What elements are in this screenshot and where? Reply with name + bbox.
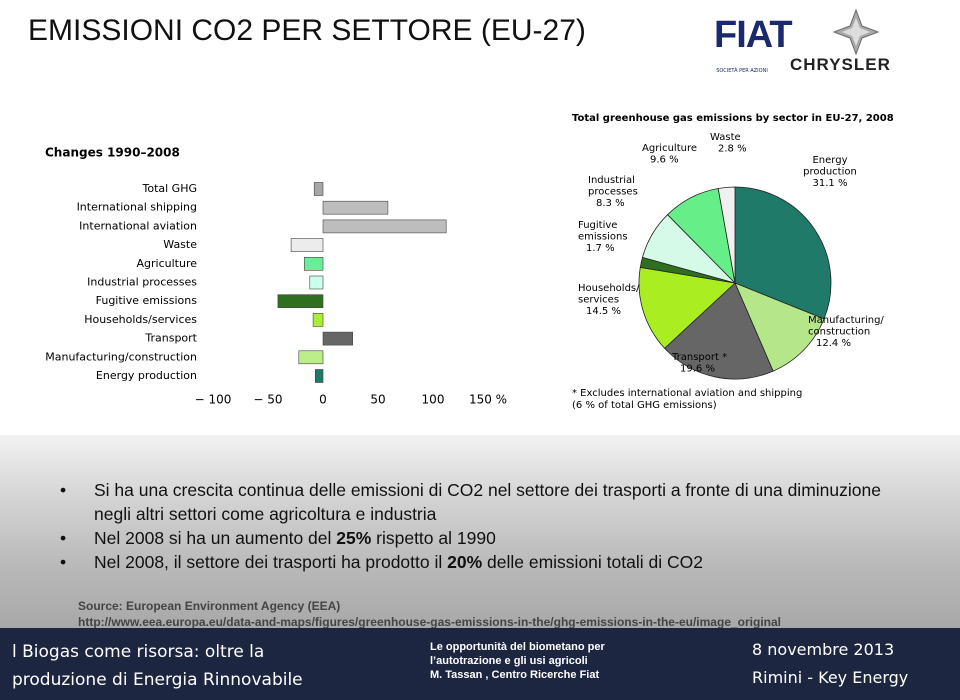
value-label: 8.3 % <box>596 198 625 209</box>
x-tick-label: − 50 <box>253 393 282 407</box>
footnote: * Excludes international aviation and sh… <box>572 388 802 399</box>
bullet-text: Nel 2008 si ha un aumento del <box>94 528 337 548</box>
bar <box>309 275 324 290</box>
y-tick-label: Manufacturing/construction <box>45 350 197 363</box>
bullet-text: Nel 2008, il settore dei trasporti ha pr… <box>94 552 448 572</box>
bullet: • Nel 2008, il settore dei trasporti ha p… <box>60 552 703 572</box>
bullet-bold: 25% <box>336 528 372 548</box>
bar <box>290 238 324 252</box>
charts: Changes 1990–2008 Total GHG International … <box>45 113 894 411</box>
fiat-logo-sub: SOCIETÀ PER AZIONI <box>716 68 768 74</box>
footnote: (6 % of total GHG emissions) <box>572 400 717 411</box>
y-tick-label: International aviation <box>79 219 197 232</box>
pie-slice <box>734 186 832 320</box>
bar <box>314 369 324 383</box>
slice-label: Energy production <box>803 155 857 178</box>
bar <box>313 182 324 196</box>
y-tick-label: Transport <box>144 332 197 345</box>
footer-line: 8 novembre 2013 <box>752 640 895 659</box>
slide-title: EMISSIONI CO2 PER SETTORE (EU-27) <box>28 14 586 47</box>
chrysler-star <box>832 8 880 56</box>
source-line: Source: European Environment Agency (EEA… <box>78 599 341 613</box>
source: Source: European Environment Agency (EEA… <box>78 598 781 630</box>
y-tick-label: Agriculture <box>137 257 198 270</box>
chart-title: Total greenhouse gas emissions by sector… <box>572 113 894 124</box>
source-url: http://www.eea.europa.eu/data-and-maps/f… <box>78 615 781 629</box>
footer: l Biogas come risorsa: oltre la produzion… <box>0 628 960 700</box>
chrysler-logo: CHRYSLER <box>790 55 891 74</box>
slice-label: Households/services <box>578 283 640 306</box>
bar <box>312 313 324 327</box>
bar <box>322 219 447 234</box>
y-tick-label: Waste <box>163 238 197 251</box>
fiat-logo: FIAT SOCIETÀ PER AZIONI <box>714 2 793 74</box>
footer-line: l Biogas come risorsa: oltre la <box>12 642 265 662</box>
y-tick-label: Industrial processes <box>87 276 197 289</box>
bullet: • Nel 2008 si ha un aumento del 25% rispe… <box>60 528 496 548</box>
x-tick-label: 50 <box>370 393 385 407</box>
y-tick-label: Fugitive emissions <box>96 294 198 307</box>
footer-line: M. Tassan , Centro Ricerche Fiat <box>430 669 600 681</box>
value-label: 2.8 % <box>718 144 747 155</box>
footer-middle: Le opportunità del biometano per l’autotr… <box>430 640 605 682</box>
chart-title: Changes 1990–2008 <box>45 146 180 160</box>
bullet-list: • Si ha una crescita continua delle emiss… <box>60 478 920 574</box>
bullet-bold: 20% <box>447 552 483 572</box>
bullet-text: rispetto al 1990 <box>371 528 496 548</box>
fiat-logo-text: FIAT <box>714 14 793 56</box>
footer-line: l’autotrazione e gli usi agricoli <box>430 655 588 667</box>
footer-right: 8 novembre 2013 Rimini - Key Energy <box>752 636 908 692</box>
footer-line: Le opportunità del biometano per <box>430 641 605 653</box>
bar <box>277 294 324 308</box>
pie-slice <box>638 266 736 349</box>
footer-line: produzione di Energia Rinnovabile <box>12 670 303 690</box>
y-tick-label: Total GHG <box>141 182 197 195</box>
slice-label: Industrial processes <box>588 175 638 198</box>
pie-slice <box>664 282 774 380</box>
footer-left: l Biogas come risorsa: oltre la produzion… <box>12 638 303 694</box>
bar <box>322 200 389 215</box>
y-tick-label: Households/services <box>84 313 197 326</box>
value-label: 9.6 % <box>650 155 679 166</box>
bar <box>303 257 324 271</box>
x-tick-label: 0 <box>319 393 327 407</box>
x-tick-label: − 100 <box>195 393 232 407</box>
bullet-text: delle emissioni totali di CO2 <box>482 552 703 572</box>
slice-label: Fugitive emissions <box>578 220 628 243</box>
y-tick-label: International shipping <box>77 201 197 214</box>
pie-slice <box>717 186 736 284</box>
slice-label: Agriculture <box>642 143 697 154</box>
bullet-text: Si ha una crescita continua delle emissi… <box>94 480 881 524</box>
y-tick-label: Energy production <box>96 369 197 382</box>
value-label: 14.5 % <box>586 306 621 317</box>
background-photo <box>0 435 960 628</box>
value-label: 31.1 % <box>813 178 848 189</box>
x-tick-label: 150 % <box>469 393 507 407</box>
value-label: 12.4 % <box>816 338 851 349</box>
x-tick-label: 100 <box>422 393 445 407</box>
pie-slice <box>734 282 825 372</box>
value-label: 1.7 % <box>586 243 615 254</box>
footer-line: Rimini - Key Energy <box>752 668 909 687</box>
bar <box>322 331 354 346</box>
slice-label: Waste <box>710 132 741 143</box>
slice-label: Transport * <box>671 352 727 363</box>
bar <box>298 350 324 365</box>
bullet: • Si ha una crescita continua delle emiss… <box>60 478 920 526</box>
slice-label: Manufacturing/construction <box>808 315 884 338</box>
value-label: 19.6 % <box>680 364 715 375</box>
